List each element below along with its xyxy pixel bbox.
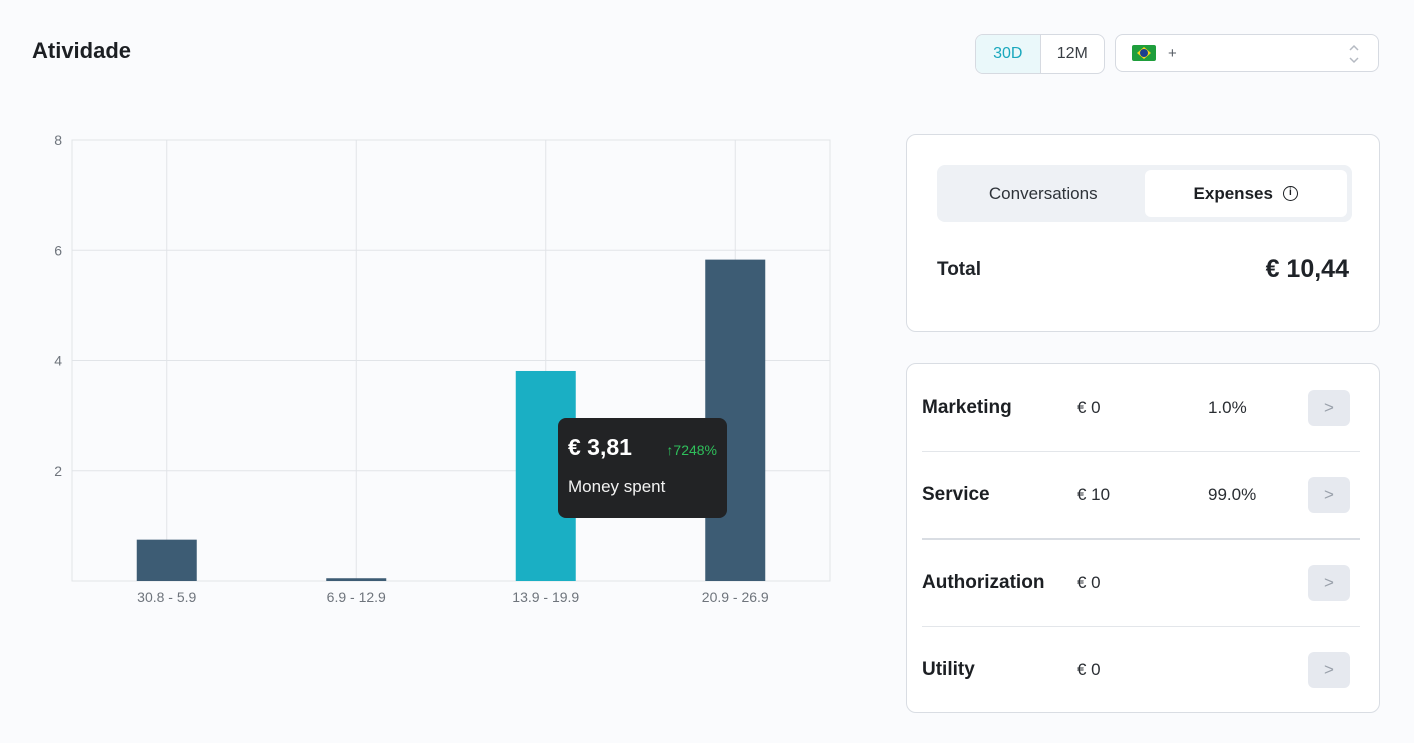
brazil-flag-icon bbox=[1132, 45, 1156, 61]
tooltip-change: ↑7248% bbox=[666, 442, 717, 458]
tab-expenses-label: Expenses bbox=[1193, 183, 1273, 203]
total-label: Total bbox=[937, 259, 981, 280]
bar-chart-svg: 2 4 6 8 30.8 - 5.9 6.9 - 12.9 13.9 - 19.9 20.9 … bbox=[54, 132, 831, 605]
range-toggle: 30D 12M bbox=[975, 34, 1105, 74]
category-row-authorization: Authorization € 0 > bbox=[922, 539, 1360, 627]
utility-details-button[interactable]: > bbox=[1308, 651, 1350, 688]
x-tick-label: 20.9 - 26.9 bbox=[702, 589, 769, 605]
tab-conversations[interactable]: Conversations bbox=[942, 170, 1145, 217]
x-tick-label: 13.9 - 19.9 bbox=[512, 589, 579, 605]
y-tick-label: 4 bbox=[54, 353, 62, 369]
tooltip-label: Money spent bbox=[568, 477, 666, 496]
activity-chart: 2 4 6 8 30.8 - 5.9 6.9 - 12.9 13.9 - 19.9 20.9 … bbox=[54, 132, 831, 605]
range-12m-button[interactable]: 12M bbox=[1056, 45, 1088, 62]
tab-conversations-label: Conversations bbox=[988, 183, 1098, 203]
category-name: Service bbox=[922, 483, 990, 505]
y-tick-label: 8 bbox=[54, 132, 62, 148]
category-name: Marketing bbox=[922, 396, 1012, 418]
category-name: Utility bbox=[922, 658, 975, 680]
country-select[interactable]: + bbox=[1115, 34, 1379, 72]
chart-tooltip: € 3,81 ↑7248% Money spent bbox=[558, 418, 727, 518]
tooltip-value: € 3,81 bbox=[568, 434, 632, 460]
summary-tabs: Conversations Expenses i bbox=[937, 165, 1352, 222]
y-tick-label: 2 bbox=[54, 463, 62, 479]
category-amount: € 10 bbox=[1077, 484, 1111, 504]
chevron-up-down-icon bbox=[1348, 43, 1360, 65]
authorization-details-button[interactable]: > bbox=[1308, 564, 1350, 601]
service-details-button[interactable]: > bbox=[1308, 476, 1350, 513]
x-tick-label: 6.9 - 12.9 bbox=[327, 589, 386, 605]
range-30d-button[interactable]: 30D bbox=[976, 35, 1041, 73]
x-tick-label: 30.8 - 5.9 bbox=[137, 589, 196, 605]
category-row-marketing: Marketing € 0 1.0% > bbox=[922, 364, 1360, 452]
category-amount: € 0 bbox=[1077, 397, 1101, 417]
expenses-summary-card: Conversations Expenses i Total € 10,44 bbox=[906, 134, 1380, 332]
category-percent: 1.0% bbox=[1208, 397, 1247, 417]
category-name: Authorization bbox=[922, 571, 1045, 593]
info-icon[interactable]: i bbox=[1282, 186, 1298, 201]
category-breakdown-card: Marketing € 0 1.0% > Service € 10 99.0% … bbox=[906, 363, 1380, 713]
category-row-service: Service € 10 99.0% > bbox=[922, 451, 1360, 540]
y-tick-label: 6 bbox=[54, 242, 62, 258]
marketing-details-button[interactable]: > bbox=[1308, 389, 1350, 426]
tab-expenses[interactable]: Expenses i bbox=[1144, 170, 1347, 217]
category-amount: € 0 bbox=[1077, 659, 1101, 679]
total-value: € 10,44 bbox=[1265, 255, 1349, 283]
bar bbox=[326, 578, 387, 581]
category-amount: € 0 bbox=[1077, 572, 1101, 592]
category-percent: 99.0% bbox=[1208, 484, 1257, 504]
bar bbox=[136, 539, 197, 581]
arrow-up-icon: ↑ bbox=[666, 442, 674, 458]
dial-code: + bbox=[1168, 44, 1177, 62]
category-row-utility: Utility € 0 > bbox=[922, 626, 1360, 713]
page-title: Atividade bbox=[32, 38, 132, 63]
tooltip-change-value: 7248% bbox=[673, 442, 717, 458]
